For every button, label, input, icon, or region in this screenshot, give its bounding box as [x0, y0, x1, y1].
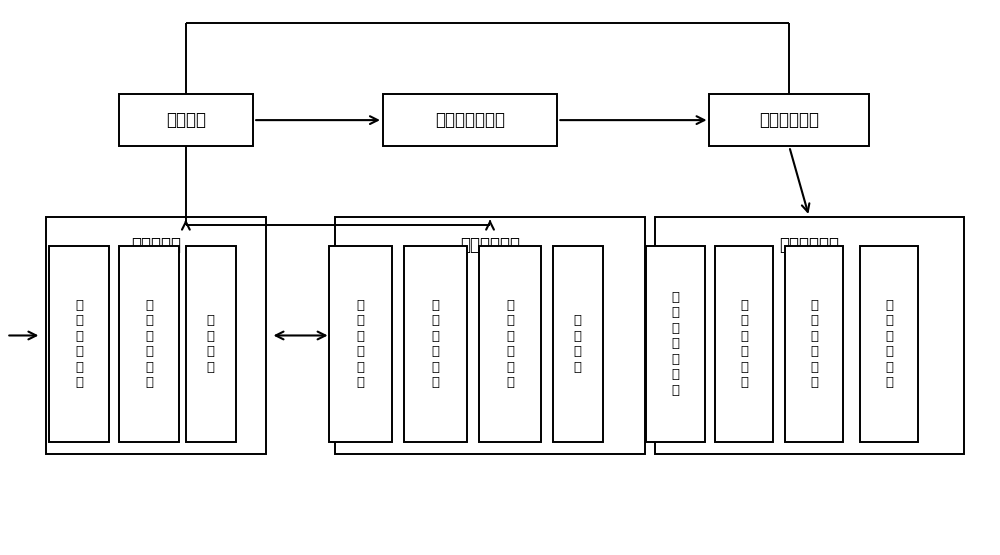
- Text: 目标分析模块: 目标分析模块: [779, 236, 839, 254]
- Text: 控制中心模块: 控制中心模块: [460, 236, 520, 254]
- Bar: [479, 246, 541, 442]
- Bar: [186, 246, 236, 442]
- Bar: [553, 246, 603, 442]
- Text: 采集模块: 采集模块: [166, 111, 206, 129]
- Bar: [49, 246, 109, 442]
- Bar: [646, 246, 705, 442]
- Text: 数
据
接
收
模
块: 数 据 接 收 模 块: [356, 299, 364, 389]
- Bar: [329, 246, 392, 442]
- Text: 相
关
分
析
模
块: 相 关 分 析 模 块: [145, 299, 153, 389]
- Text: 采
集
分
析
模
块: 采 集 分 析 模 块: [885, 299, 893, 389]
- Bar: [709, 94, 869, 147]
- Text: 目
标
检
测
模
块: 目 标 检 测 模 块: [740, 299, 748, 389]
- Text: 存
储
模
块: 存 储 模 块: [207, 314, 215, 374]
- Text: 结
果
分
析
模
块: 结 果 分 析 模 块: [431, 299, 439, 389]
- Text: 图像传输模块: 图像传输模块: [759, 111, 819, 129]
- Bar: [119, 94, 253, 147]
- Text: 环
境
分
析
模
块: 环 境 分 析 模 块: [75, 299, 83, 389]
- Bar: [715, 246, 773, 442]
- Text: 误
差
分
析
模
块: 误 差 分 析 模 块: [810, 299, 818, 389]
- Bar: [46, 217, 266, 454]
- Text: 监
督
模
块: 监 督 模 块: [574, 314, 582, 374]
- Bar: [655, 217, 964, 454]
- Text: 目
标
预
处
理
模
块: 目 标 预 处 理 模 块: [672, 291, 680, 397]
- Text: 云计算模块: 云计算模块: [131, 236, 181, 254]
- Text: 图像预处理模块: 图像预处理模块: [435, 111, 505, 129]
- Bar: [119, 246, 179, 442]
- Bar: [785, 246, 843, 442]
- Bar: [404, 246, 467, 442]
- Bar: [335, 217, 645, 454]
- Bar: [860, 246, 918, 442]
- Text: 数
据
传
输
模
块: 数 据 传 输 模 块: [506, 299, 514, 389]
- Bar: [383, 94, 557, 147]
